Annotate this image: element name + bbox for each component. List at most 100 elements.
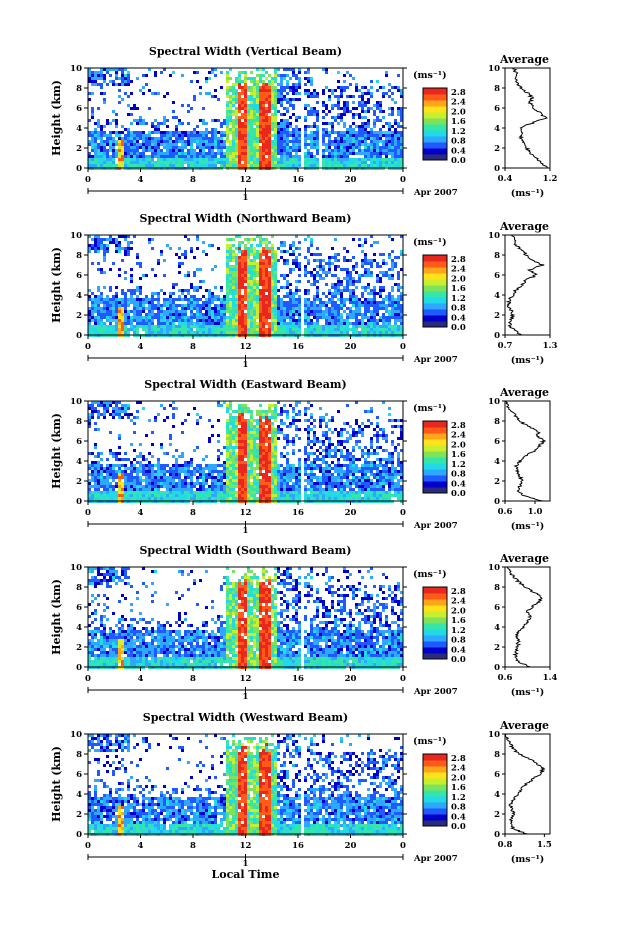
x-tick-label: 0 [400,674,406,684]
colorbar-unit: (ms⁻¹) [413,237,447,248]
y-tick-label: 0 [76,830,82,840]
x-tick-label: 0 [85,674,91,684]
colorbar-tick-label: 0.0 [451,655,466,665]
colorbar-tick-label: 0.8 [451,636,466,646]
average-y-tick-label: 4 [494,623,500,633]
average-x-tick-label: 1.2 [543,174,558,184]
colorbar [422,254,448,328]
x-tick-label: 8 [190,342,196,352]
colorbar-tick-label: 2.4 [451,98,466,108]
colorbar-tick-label: 0.0 [451,156,466,166]
average-y-tick-label: 2 [494,311,500,321]
average-x-tick-label: 0.6 [498,673,513,683]
y-tick-label: 6 [76,104,82,114]
average-profile-line [506,566,543,668]
y-tick-label: 0 [76,497,82,507]
x-tick-label: 20 [345,175,357,185]
average-x-tick-label: 1.4 [543,673,558,683]
x-tick-label: 12 [240,175,252,185]
average-profile-line [505,234,545,336]
colorbar [422,420,448,494]
colorbar-tick-label: 2.0 [451,606,466,616]
average-y-tick-label: 4 [494,124,500,134]
y-tick-label: 8 [76,84,82,94]
x-tick-label: 8 [190,508,196,518]
date-label: Apr 2007 [413,355,458,365]
average-frame [504,566,551,668]
average-y-tick-label: 8 [494,583,500,593]
date-label: Apr 2007 [413,687,458,697]
colorbar-tick-label: 0.4 [451,146,466,156]
colorbar-tick-label: 1.2 [451,626,466,636]
y-tick-label: 10 [70,397,82,407]
y-axis-label: Height (km) [50,247,63,323]
date-label: Apr 2007 [413,188,458,198]
average-y-tick-label: 2 [494,643,500,653]
colorbar-tick-label: 2.8 [451,754,466,764]
x-tick-label: 8 [190,175,196,185]
y-tick-label: 6 [76,437,82,447]
panel-title: Spectral Width (Westward Beam) [143,711,348,724]
colorbar-tick-label: 2.0 [451,440,466,450]
colorbar [422,586,448,660]
x-tick-label: 8 [190,841,196,851]
colorbar-tick-label: 0.0 [451,489,466,499]
colorbar-tick-label: 0.0 [451,822,466,832]
x-tick-label: 16 [292,508,304,518]
y-tick-label: 4 [76,623,82,633]
average-title: Average [499,386,549,399]
y-tick-label: 2 [76,810,82,820]
x-axis-label: Local Time [212,868,280,881]
day-label: 1 [243,692,249,702]
colorbar-tick-label: 2.0 [451,107,466,117]
x-tick-label: 20 [345,342,357,352]
y-tick-label: 4 [76,790,82,800]
x-tick-label: 4 [138,674,144,684]
x-tick-label: 0 [400,342,406,352]
y-tick-label: 2 [76,311,82,321]
average-x-label: (ms⁻¹) [511,687,545,698]
average-y-tick-label: 6 [494,437,500,447]
colorbar-tick-label: 2.8 [451,88,466,98]
average-y-tick-label: 2 [494,810,500,820]
colorbar-unit: (ms⁻¹) [413,569,447,580]
average-frame [504,234,551,336]
average-x-label: (ms⁻¹) [511,355,545,366]
colorbar-tick-label: 1.2 [451,793,466,803]
y-tick-label: 0 [76,663,82,673]
average-x-label: (ms⁻¹) [511,854,545,865]
average-y-tick-label: 6 [494,770,500,780]
average-y-tick-label: 6 [494,271,500,281]
average-y-tick-label: 10 [488,563,500,573]
colorbar-tick-label: 1.2 [451,294,466,304]
day-label: 1 [243,526,249,536]
y-tick-label: 0 [76,331,82,341]
x-tick-label: 8 [190,674,196,684]
average-y-tick-label: 2 [494,477,500,487]
average-y-tick-label: 6 [494,104,500,114]
average-y-tick-label: 8 [494,750,500,760]
y-tick-label: 2 [76,144,82,154]
average-x-tick-label: 1.0 [528,507,543,517]
average-y-tick-label: 0 [494,331,500,341]
x-tick-label: 16 [292,342,304,352]
x-tick-label: 0 [85,342,91,352]
average-y-tick-label: 8 [494,251,500,261]
x-tick-label: 20 [345,508,357,518]
colorbar-tick-label: 0.8 [451,470,466,480]
average-y-tick-label: 0 [494,164,500,174]
colorbar-tick-label: 0.4 [451,812,466,822]
x-tick-label: 16 [292,674,304,684]
average-x-tick-label: 1.5 [537,840,552,850]
y-tick-label: 10 [70,231,82,241]
average-y-tick-label: 10 [488,231,500,241]
y-axis-label: Height (km) [50,80,63,156]
y-tick-label: 4 [76,291,82,301]
colorbar-tick-label: 0.0 [451,323,466,333]
average-x-tick-label: 0.8 [498,840,513,850]
y-tick-label: 8 [76,417,82,427]
colorbar-tick-label: 0.4 [451,313,466,323]
x-tick-label: 0 [400,175,406,185]
